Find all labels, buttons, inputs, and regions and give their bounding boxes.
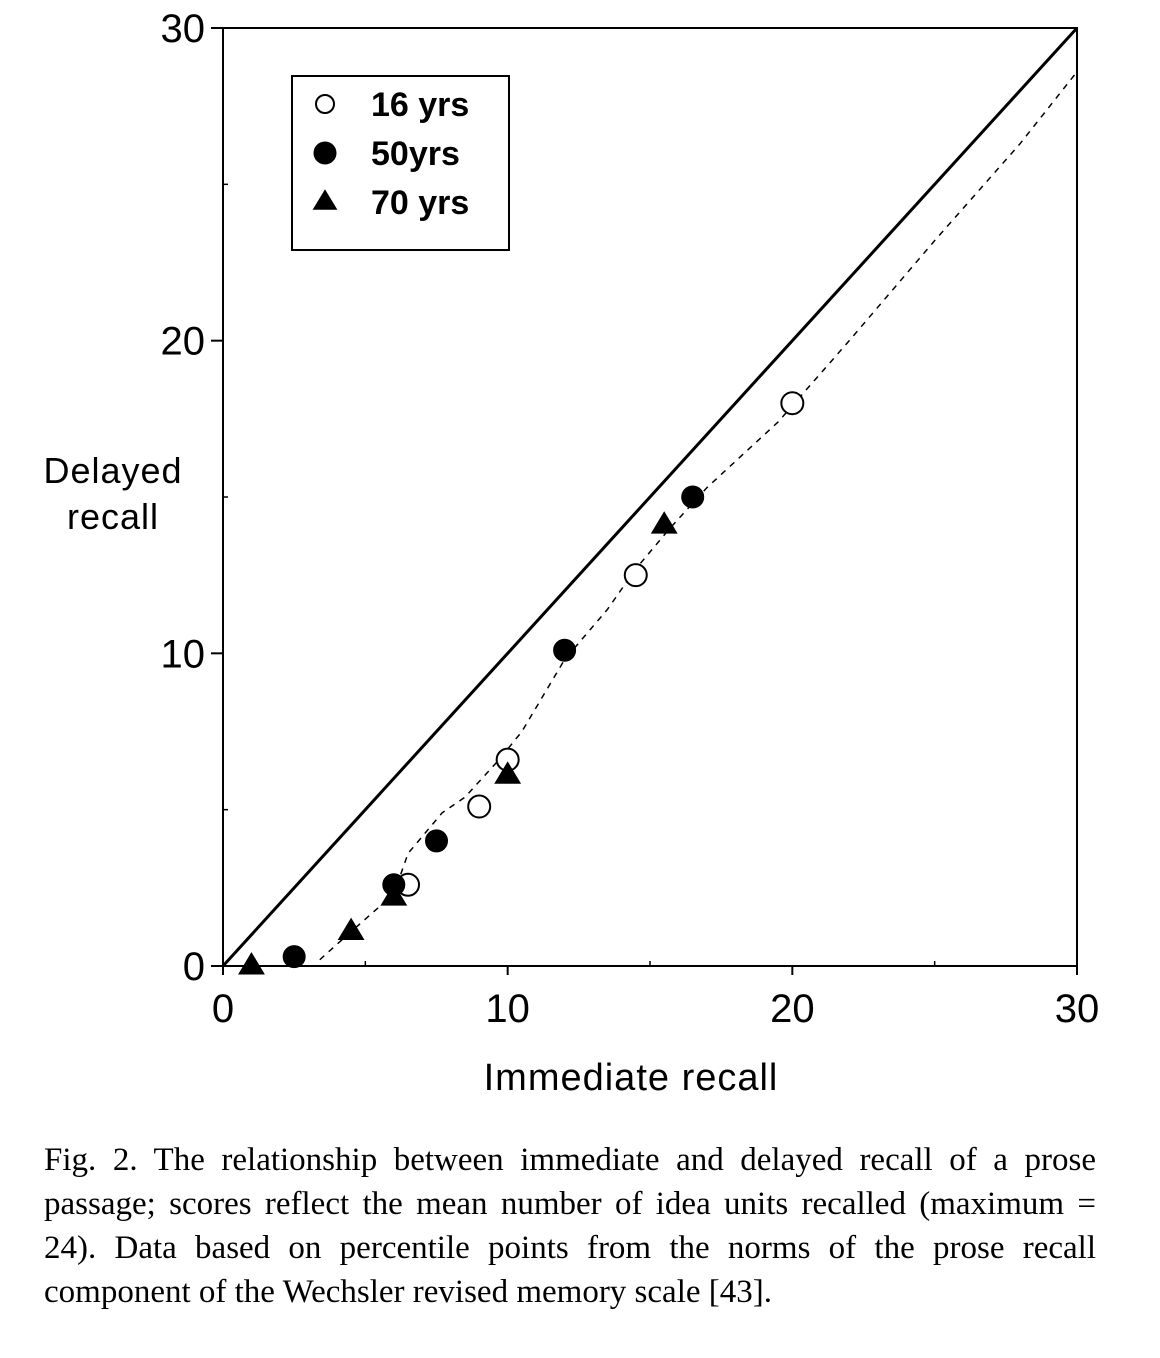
y-axis-label: recall <box>67 496 159 537</box>
legend: 16 yrs 50yrs 70 yrs <box>291 75 510 251</box>
data-point <box>425 829 448 853</box>
reference-lines <box>221 26 1079 968</box>
data-point <box>650 511 678 534</box>
x-tick-label: 0 <box>212 987 234 1031</box>
data-point <box>282 945 306 969</box>
data-point <box>238 952 265 975</box>
legend-marker <box>312 189 338 210</box>
y-tick-label: 20 <box>161 320 206 364</box>
y-tick-label: 0 <box>183 945 205 989</box>
data-point <box>780 391 805 416</box>
data-point <box>681 485 705 509</box>
series-1 <box>396 391 805 897</box>
data-point <box>380 883 408 906</box>
data-point <box>337 917 365 941</box>
scatter-chart: 0 10 20 30 0 10 20 30 16 yrs 50yrs 70 yrs Immedia… <box>43 7 1100 1099</box>
axis-labels: Immediate recall Delayed recall <box>43 450 779 1099</box>
legend-marker <box>313 141 337 165</box>
y-axis-label: Delayed <box>43 450 182 491</box>
legend-label: 70 yrs <box>371 184 469 222</box>
data-point <box>494 761 522 784</box>
x-axis-label: Immediate recall <box>484 1057 779 1099</box>
legend-label: 50yrs <box>371 135 460 173</box>
x-tick-label: 30 <box>1055 987 1100 1031</box>
data-point <box>553 638 577 662</box>
series-2 <box>282 485 705 969</box>
data-point <box>467 794 492 819</box>
legend-label: 16 yrs <box>371 86 469 124</box>
legend-marker <box>315 94 335 114</box>
x-tick-label: 10 <box>485 987 530 1031</box>
dashed-trend-line <box>319 71 1078 961</box>
y-tick-label: 30 <box>161 7 206 51</box>
x-tick-label: 20 <box>770 987 815 1031</box>
data-points <box>238 391 805 975</box>
figure-caption: Fig. 2. The relationship between immedia… <box>44 1142 1096 1310</box>
data-point <box>623 563 648 588</box>
axes: 0 10 20 30 0 10 20 30 <box>161 7 1100 1031</box>
y-tick-label: 10 <box>161 632 206 676</box>
identity-line <box>221 26 1079 968</box>
series-3 <box>238 511 678 975</box>
